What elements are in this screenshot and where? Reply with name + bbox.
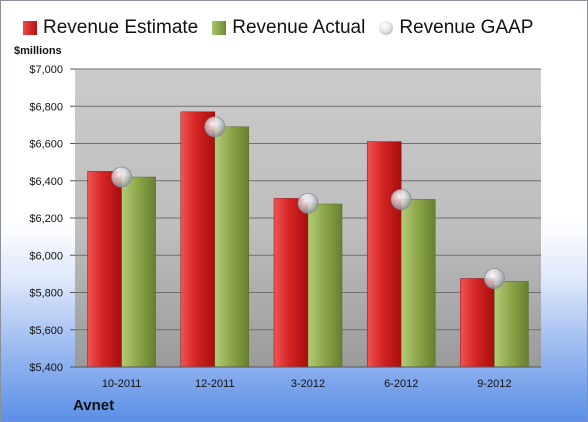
y-tick-label: $7,000 (29, 64, 63, 76)
bar-revenue-estimate (273, 198, 309, 368)
x-tick-label: 9-2012 (477, 378, 511, 390)
bar-revenue-estimate (180, 111, 216, 368)
bar-red-icon (23, 21, 37, 35)
bar-revenue-actual (214, 126, 250, 368)
y-tick-label: $6,800 (29, 101, 63, 113)
y-tick-label: $5,800 (29, 288, 63, 300)
legend-label-actual: Revenue Actual (232, 17, 366, 38)
y-tick-label: $6,400 (29, 176, 63, 188)
x-tick-label: 3-2012 (291, 378, 325, 390)
gaap-marker (204, 116, 226, 138)
gaap-marker (483, 268, 505, 289)
y-axis-units-label: $millions (14, 45, 62, 57)
legend-item-actual: Revenue Actual (212, 17, 365, 39)
bar-revenue-estimate (460, 278, 495, 368)
bar-green-icon (212, 21, 227, 35)
y-tick-label: $5,400 (29, 362, 63, 374)
legend-item-gaap: Revenue GAAP (379, 17, 533, 39)
bar-revenue-actual (494, 281, 529, 368)
legend: Revenue Estimate Revenue Actual Revenue … (23, 13, 533, 43)
y-tick-label: $6,000 (29, 250, 63, 262)
bar-revenue-estimate (366, 141, 402, 368)
legend-label-gaap: Revenue GAAP (399, 17, 534, 38)
legend-item-estimate: Revenue Estimate (23, 17, 198, 39)
gaap-marker (297, 192, 319, 214)
bar-revenue-actual (307, 203, 343, 368)
legend-label-estimate: Revenue Estimate (43, 17, 199, 38)
circle-gray-icon (379, 21, 394, 35)
y-tick-label: $6,200 (29, 213, 63, 225)
company-label: Avnet (73, 397, 115, 414)
gaap-marker (390, 188, 412, 210)
bar-revenue-actual (400, 199, 436, 368)
x-tick-label: 10-2011 (102, 378, 142, 390)
y-tick-label: $6,600 (29, 139, 63, 151)
x-tick-label: 12-2011 (195, 378, 235, 390)
x-tick-label: 6-2012 (384, 378, 418, 390)
y-tick-label: $5,600 (29, 325, 63, 337)
gaap-marker (111, 166, 132, 188)
bar-revenue-actual (121, 176, 156, 368)
bar-revenue-estimate (87, 171, 122, 368)
